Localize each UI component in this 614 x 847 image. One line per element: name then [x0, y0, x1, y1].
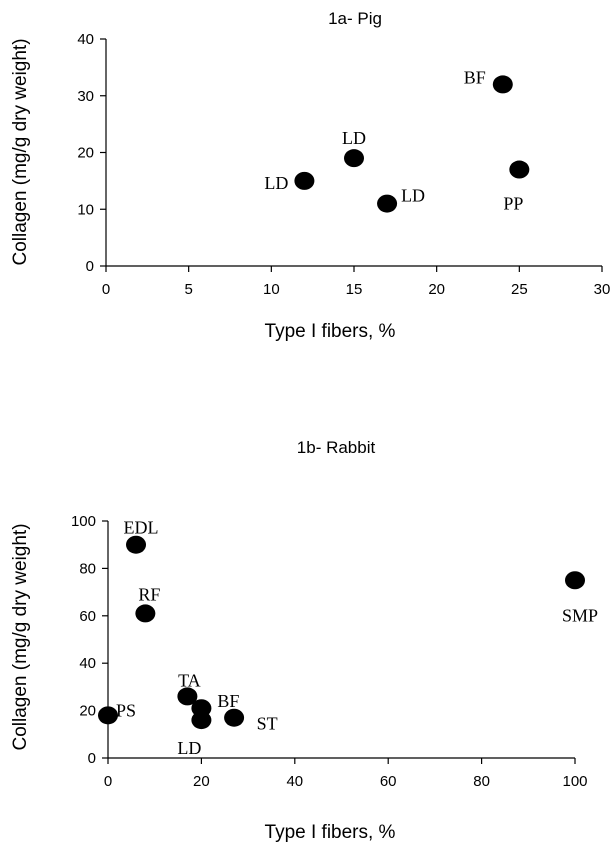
x-tick-label: 0 [104, 773, 112, 790]
y-tick-label: 40 [79, 655, 96, 672]
chart-title: 1b- Rabbit [297, 438, 376, 457]
data-label: TA [178, 670, 201, 690]
data-point [126, 535, 147, 554]
y-tick-label: 20 [77, 145, 94, 162]
y-tick-label: 100 [71, 513, 96, 530]
data-label: PP [503, 194, 523, 214]
data-point [135, 604, 156, 623]
x-tick-label: 80 [473, 773, 490, 790]
data-points: EDL RF PS TA BF LD ST SMP [98, 518, 598, 758]
data-label: SMP [562, 605, 598, 625]
chart-title: 1a- Pig [328, 9, 382, 28]
chart-pig: 1a- Pig Collagen (mg/g dry weight) Type … [10, 9, 610, 342]
y-tick-label: 80 [79, 560, 96, 577]
data-label: LD [264, 173, 288, 193]
y-tick-label: 40 [77, 31, 94, 48]
x-tick-label: 30 [594, 281, 611, 298]
y-tick-label: 0 [88, 750, 96, 767]
data-points: LD LD LD BF PP [264, 67, 530, 214]
x-tick-label: 15 [346, 281, 363, 298]
data-label: BF [217, 691, 239, 711]
data-label: LD [342, 128, 366, 148]
data-point [565, 571, 585, 590]
y-tick-label: 0 [86, 258, 94, 275]
x-tick-label: 60 [380, 773, 397, 790]
data-point [377, 194, 398, 213]
x-tick-label: 20 [428, 281, 445, 298]
y-axis-label: Collagen (mg/g dry weight) [10, 38, 31, 265]
y-tick-label: 60 [79, 608, 96, 625]
x-tick-label: 20 [193, 773, 210, 790]
data-point [98, 706, 118, 725]
data-point [344, 149, 364, 168]
x-tick-label: 100 [562, 773, 587, 790]
x-axis-label: Type I fibers, % [265, 822, 396, 843]
tick-labels: 0 20 40 60 80 100 0 20 40 60 80 100 [71, 513, 588, 790]
x-tick-label: 10 [263, 281, 280, 298]
x-tick-label: 5 [184, 281, 192, 298]
x-tick-label: 0 [102, 281, 110, 298]
y-tick-label: 30 [77, 88, 94, 105]
x-tick-label: 40 [286, 773, 303, 790]
data-point [509, 160, 530, 179]
data-label: RF [138, 584, 160, 604]
x-tick-label: 25 [511, 281, 528, 298]
data-point [492, 75, 513, 94]
x-axis-label: Type I fibers, % [265, 321, 396, 342]
data-point [294, 171, 315, 190]
axes [100, 38, 603, 272]
axes [102, 520, 576, 764]
y-tick-label: 20 [79, 703, 96, 720]
data-label: ST [257, 714, 278, 734]
y-axis-label: Collagen (mg/g dry weight) [10, 523, 31, 750]
data-label: LD [177, 738, 201, 758]
chart-rabbit: 1b- Rabbit Collagen (mg/g dry weight) Ty… [10, 438, 598, 843]
tick-labels: 0 5 10 15 20 25 30 0 10 20 30 40 [77, 31, 610, 298]
data-label: LD [401, 186, 425, 206]
data-point [224, 708, 245, 727]
data-label: EDL [124, 518, 159, 538]
data-label: PS [116, 700, 136, 720]
data-point [177, 687, 198, 706]
data-point [191, 711, 212, 730]
y-tick-label: 10 [77, 201, 94, 218]
data-label: BF [464, 67, 486, 87]
